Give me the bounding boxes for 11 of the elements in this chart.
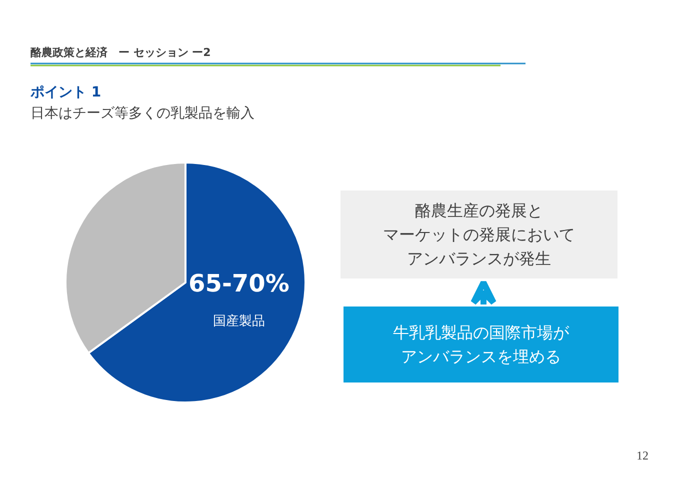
data-label: 65-70% <box>188 270 290 298</box>
chart-subtitle: 日本はチーズ等多くの乳製品を輸入 <box>30 106 254 122</box>
text: アンバランスが発生 <box>407 249 551 268</box>
text: 牛乳乳製品の国際市場が <box>393 323 570 342</box>
text: 12 <box>636 448 648 462</box>
text: マーケットの発展において <box>383 225 575 244</box>
text: 酪農政策と経済 ー セッション ー2 <box>30 46 211 59</box>
text: 酪農生産の発展と <box>415 201 543 220</box>
chart-title: ポイント 1 <box>30 84 102 100</box>
slice-label: 国産製品 <box>212 313 265 330</box>
text: アンバランスを埋める <box>401 347 561 366</box>
